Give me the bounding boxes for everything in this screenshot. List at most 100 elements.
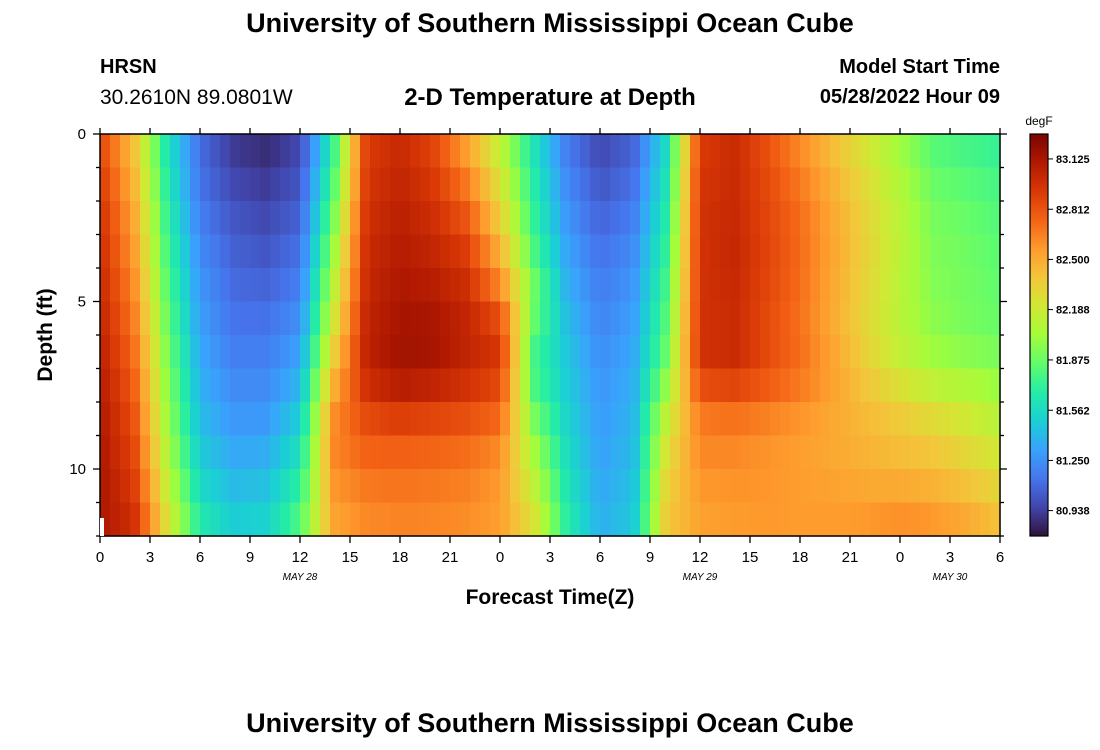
heatmap-cell bbox=[790, 167, 801, 202]
heatmap-cell bbox=[350, 234, 361, 269]
heatmap-cell bbox=[220, 301, 231, 336]
heatmap-cell bbox=[690, 234, 701, 269]
heatmap-cell bbox=[340, 134, 351, 169]
heatmap-cell bbox=[850, 268, 861, 303]
heatmap-cell bbox=[780, 234, 791, 269]
footer-title: University of Southern Mississippi Ocean… bbox=[246, 708, 854, 738]
heatmap-cell bbox=[520, 301, 531, 336]
heatmap-cell bbox=[440, 368, 451, 403]
heatmap-cell bbox=[810, 368, 821, 403]
heatmap-cell bbox=[690, 368, 701, 403]
heatmap-cell bbox=[390, 435, 401, 470]
x-tick-label: 3 bbox=[546, 549, 554, 566]
heatmap-cell bbox=[770, 201, 781, 236]
heatmap-cell bbox=[610, 201, 621, 236]
heatmap-cell bbox=[940, 469, 951, 504]
heatmap-cell bbox=[240, 502, 251, 537]
heatmap-cell bbox=[770, 301, 781, 336]
heatmap-cell bbox=[650, 201, 661, 236]
heatmap-cell bbox=[270, 402, 281, 437]
heatmap-cell bbox=[100, 268, 111, 303]
heatmap-cell bbox=[310, 502, 321, 537]
heatmap-cell bbox=[370, 301, 381, 336]
heatmap-cell bbox=[920, 268, 931, 303]
colorbar-units: degF bbox=[1025, 114, 1052, 128]
heatmap-cell bbox=[850, 435, 861, 470]
heatmap-cell bbox=[620, 134, 631, 169]
heatmap-cell bbox=[460, 469, 471, 504]
heatmap-cell bbox=[590, 268, 601, 303]
heatmap-cell bbox=[600, 435, 611, 470]
heatmap-cell bbox=[570, 201, 581, 236]
heatmap-cell bbox=[340, 167, 351, 202]
heatmap-cell bbox=[440, 435, 451, 470]
heatmap-cell bbox=[170, 335, 181, 370]
x-tick-label: 9 bbox=[246, 549, 254, 566]
heatmap-cell bbox=[280, 469, 291, 504]
heatmap-cell bbox=[670, 402, 681, 437]
heatmap-cell bbox=[410, 167, 421, 202]
heatmap-cell bbox=[460, 268, 471, 303]
heatmap-cell bbox=[230, 301, 241, 336]
heatmap-cell bbox=[250, 469, 261, 504]
heatmap-cell bbox=[870, 134, 881, 169]
heatmap-cell bbox=[800, 268, 811, 303]
heatmap-cell bbox=[110, 335, 121, 370]
heatmap-cell bbox=[170, 301, 181, 336]
heatmap-cell bbox=[930, 201, 941, 236]
heatmap-cell bbox=[930, 368, 941, 403]
heatmap-cell bbox=[820, 301, 831, 336]
heatmap-cell bbox=[710, 435, 721, 470]
heatmap-cell bbox=[560, 301, 571, 336]
heatmap-cell bbox=[150, 134, 161, 169]
heatmap-cell bbox=[970, 402, 981, 437]
heatmap-cell bbox=[500, 201, 511, 236]
heatmap-cell bbox=[630, 502, 641, 537]
heatmap-cell bbox=[270, 435, 281, 470]
heatmap-cell bbox=[380, 502, 391, 537]
heatmap-cell bbox=[730, 435, 741, 470]
heatmap-cell bbox=[130, 201, 141, 236]
heatmap-cell bbox=[590, 134, 601, 169]
heatmap-cell bbox=[990, 268, 1001, 303]
heatmap-cell bbox=[830, 469, 841, 504]
heatmap-cell bbox=[920, 502, 931, 537]
heatmap-cell bbox=[850, 335, 861, 370]
heatmap-cell bbox=[370, 502, 381, 537]
heatmap-cell bbox=[800, 134, 811, 169]
heatmap-cell bbox=[220, 469, 231, 504]
heatmap-cell bbox=[630, 134, 641, 169]
heatmap-cell bbox=[730, 502, 741, 537]
heatmap-cell bbox=[470, 201, 481, 236]
heatmap-cell bbox=[950, 335, 961, 370]
heatmap-cell bbox=[820, 502, 831, 537]
heatmap-cell bbox=[810, 134, 821, 169]
heatmap-cell bbox=[200, 335, 211, 370]
heatmap-cell bbox=[540, 268, 551, 303]
heatmap-cell bbox=[580, 435, 591, 470]
heatmap-cell bbox=[130, 134, 141, 169]
heatmap-cell bbox=[670, 234, 681, 269]
heatmap-cell bbox=[290, 435, 301, 470]
heatmap-cell bbox=[200, 201, 211, 236]
heatmap-cell bbox=[680, 435, 691, 470]
heatmap-cell bbox=[760, 201, 771, 236]
heatmap-cell bbox=[320, 301, 331, 336]
heatmap-cell bbox=[620, 335, 631, 370]
heatmap-cell bbox=[700, 201, 711, 236]
heatmap-cell bbox=[450, 402, 461, 437]
heatmap-cell bbox=[340, 469, 351, 504]
heatmap-cell bbox=[650, 435, 661, 470]
heatmap-cell bbox=[970, 469, 981, 504]
heatmap-cell bbox=[760, 167, 771, 202]
heatmap-cell bbox=[110, 268, 121, 303]
heatmap-cell bbox=[950, 301, 961, 336]
heatmap-cell bbox=[980, 469, 991, 504]
heatmap-cell bbox=[900, 234, 911, 269]
heatmap-cell bbox=[790, 469, 801, 504]
x-tick-label: 0 bbox=[96, 549, 104, 566]
heatmap-cell bbox=[760, 368, 771, 403]
heatmap-cell bbox=[360, 234, 371, 269]
heatmap-cell bbox=[140, 167, 151, 202]
colorbar-label: 81.250 bbox=[1056, 455, 1090, 467]
